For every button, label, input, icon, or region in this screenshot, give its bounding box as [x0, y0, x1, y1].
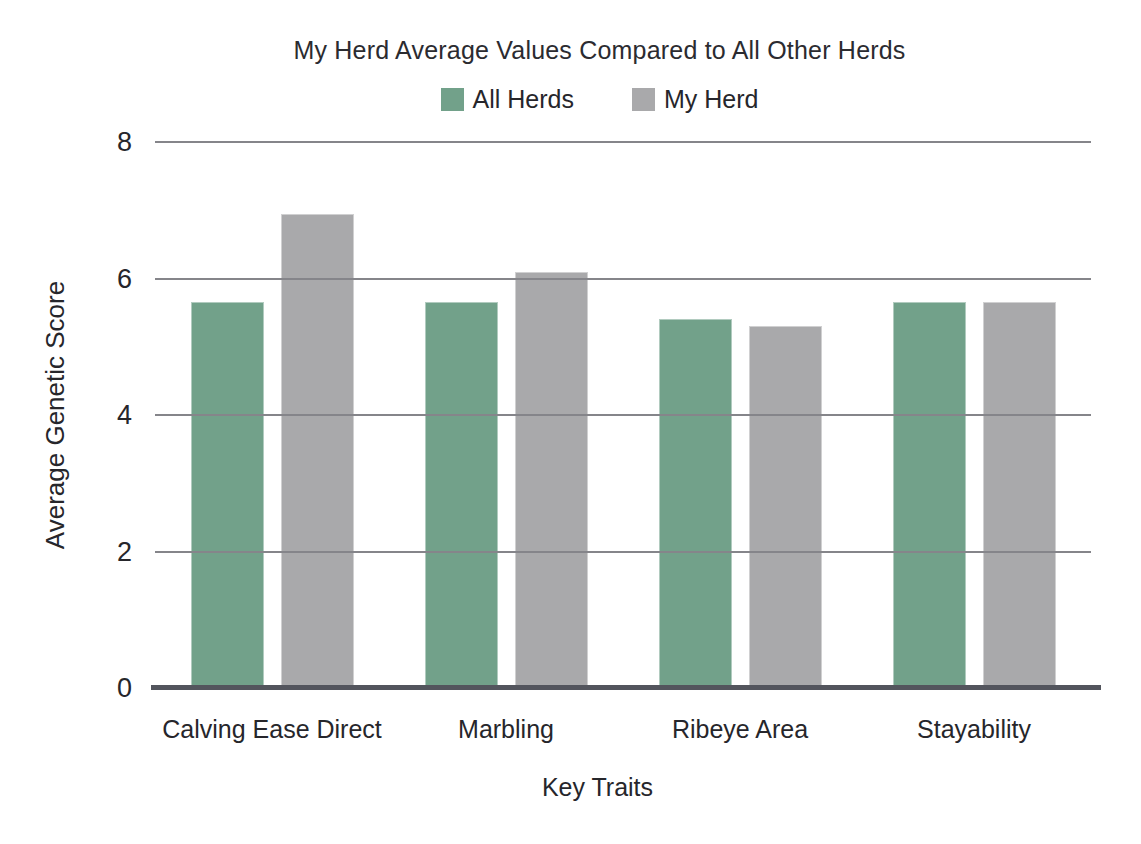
y-tick-label-0: 0 — [58, 672, 132, 704]
legend: All Herds My Herd — [29, 85, 1141, 114]
gridline-8 — [155, 141, 1091, 143]
y-tick-label-2: 2 — [58, 536, 132, 568]
x-axis-line — [151, 685, 1101, 690]
legend-label: My Herd — [664, 85, 758, 114]
bar-all-herds-ribeye-area — [659, 319, 732, 688]
chart-title: My Herd Average Values Compared to All O… — [29, 36, 1141, 65]
bar-my-herd-stayability — [983, 302, 1056, 688]
legend-item-all-herds: All Herds — [441, 85, 574, 114]
bar-chart: My Herd Average Values Compared to All O… — [0, 0, 1141, 844]
legend-label: All Herds — [473, 85, 574, 114]
bar-all-herds-stayability — [893, 302, 966, 688]
gridline-6 — [155, 278, 1091, 280]
bar-my-herd-marbling — [515, 272, 588, 688]
x-axis-title: Key Traits — [27, 773, 1141, 802]
x-category-label-stayability: Stayability — [857, 712, 1091, 746]
x-category-label-calving-ease-direct: Calving Ease Direct — [155, 712, 389, 746]
legend-item-my-herd: My Herd — [632, 85, 758, 114]
bar-all-herds-calving-ease-direct — [191, 302, 264, 688]
x-category-label-ribeye-area: Ribeye Area — [623, 712, 857, 746]
y-tick-label-8: 8 — [58, 126, 132, 158]
legend-swatch-my-herd — [632, 88, 655, 111]
x-category-label-marbling: Marbling — [389, 712, 623, 746]
y-tick-label-4: 4 — [58, 399, 132, 431]
gridline-4 — [155, 414, 1091, 416]
plot-area — [155, 142, 1091, 688]
bar-my-herd-ribeye-area — [749, 326, 822, 688]
gridline-2 — [155, 551, 1091, 553]
legend-swatch-all-herds — [441, 88, 464, 111]
bar-all-herds-marbling — [425, 302, 498, 688]
y-tick-label-6: 6 — [58, 263, 132, 295]
bar-my-herd-calving-ease-direct — [281, 214, 354, 688]
